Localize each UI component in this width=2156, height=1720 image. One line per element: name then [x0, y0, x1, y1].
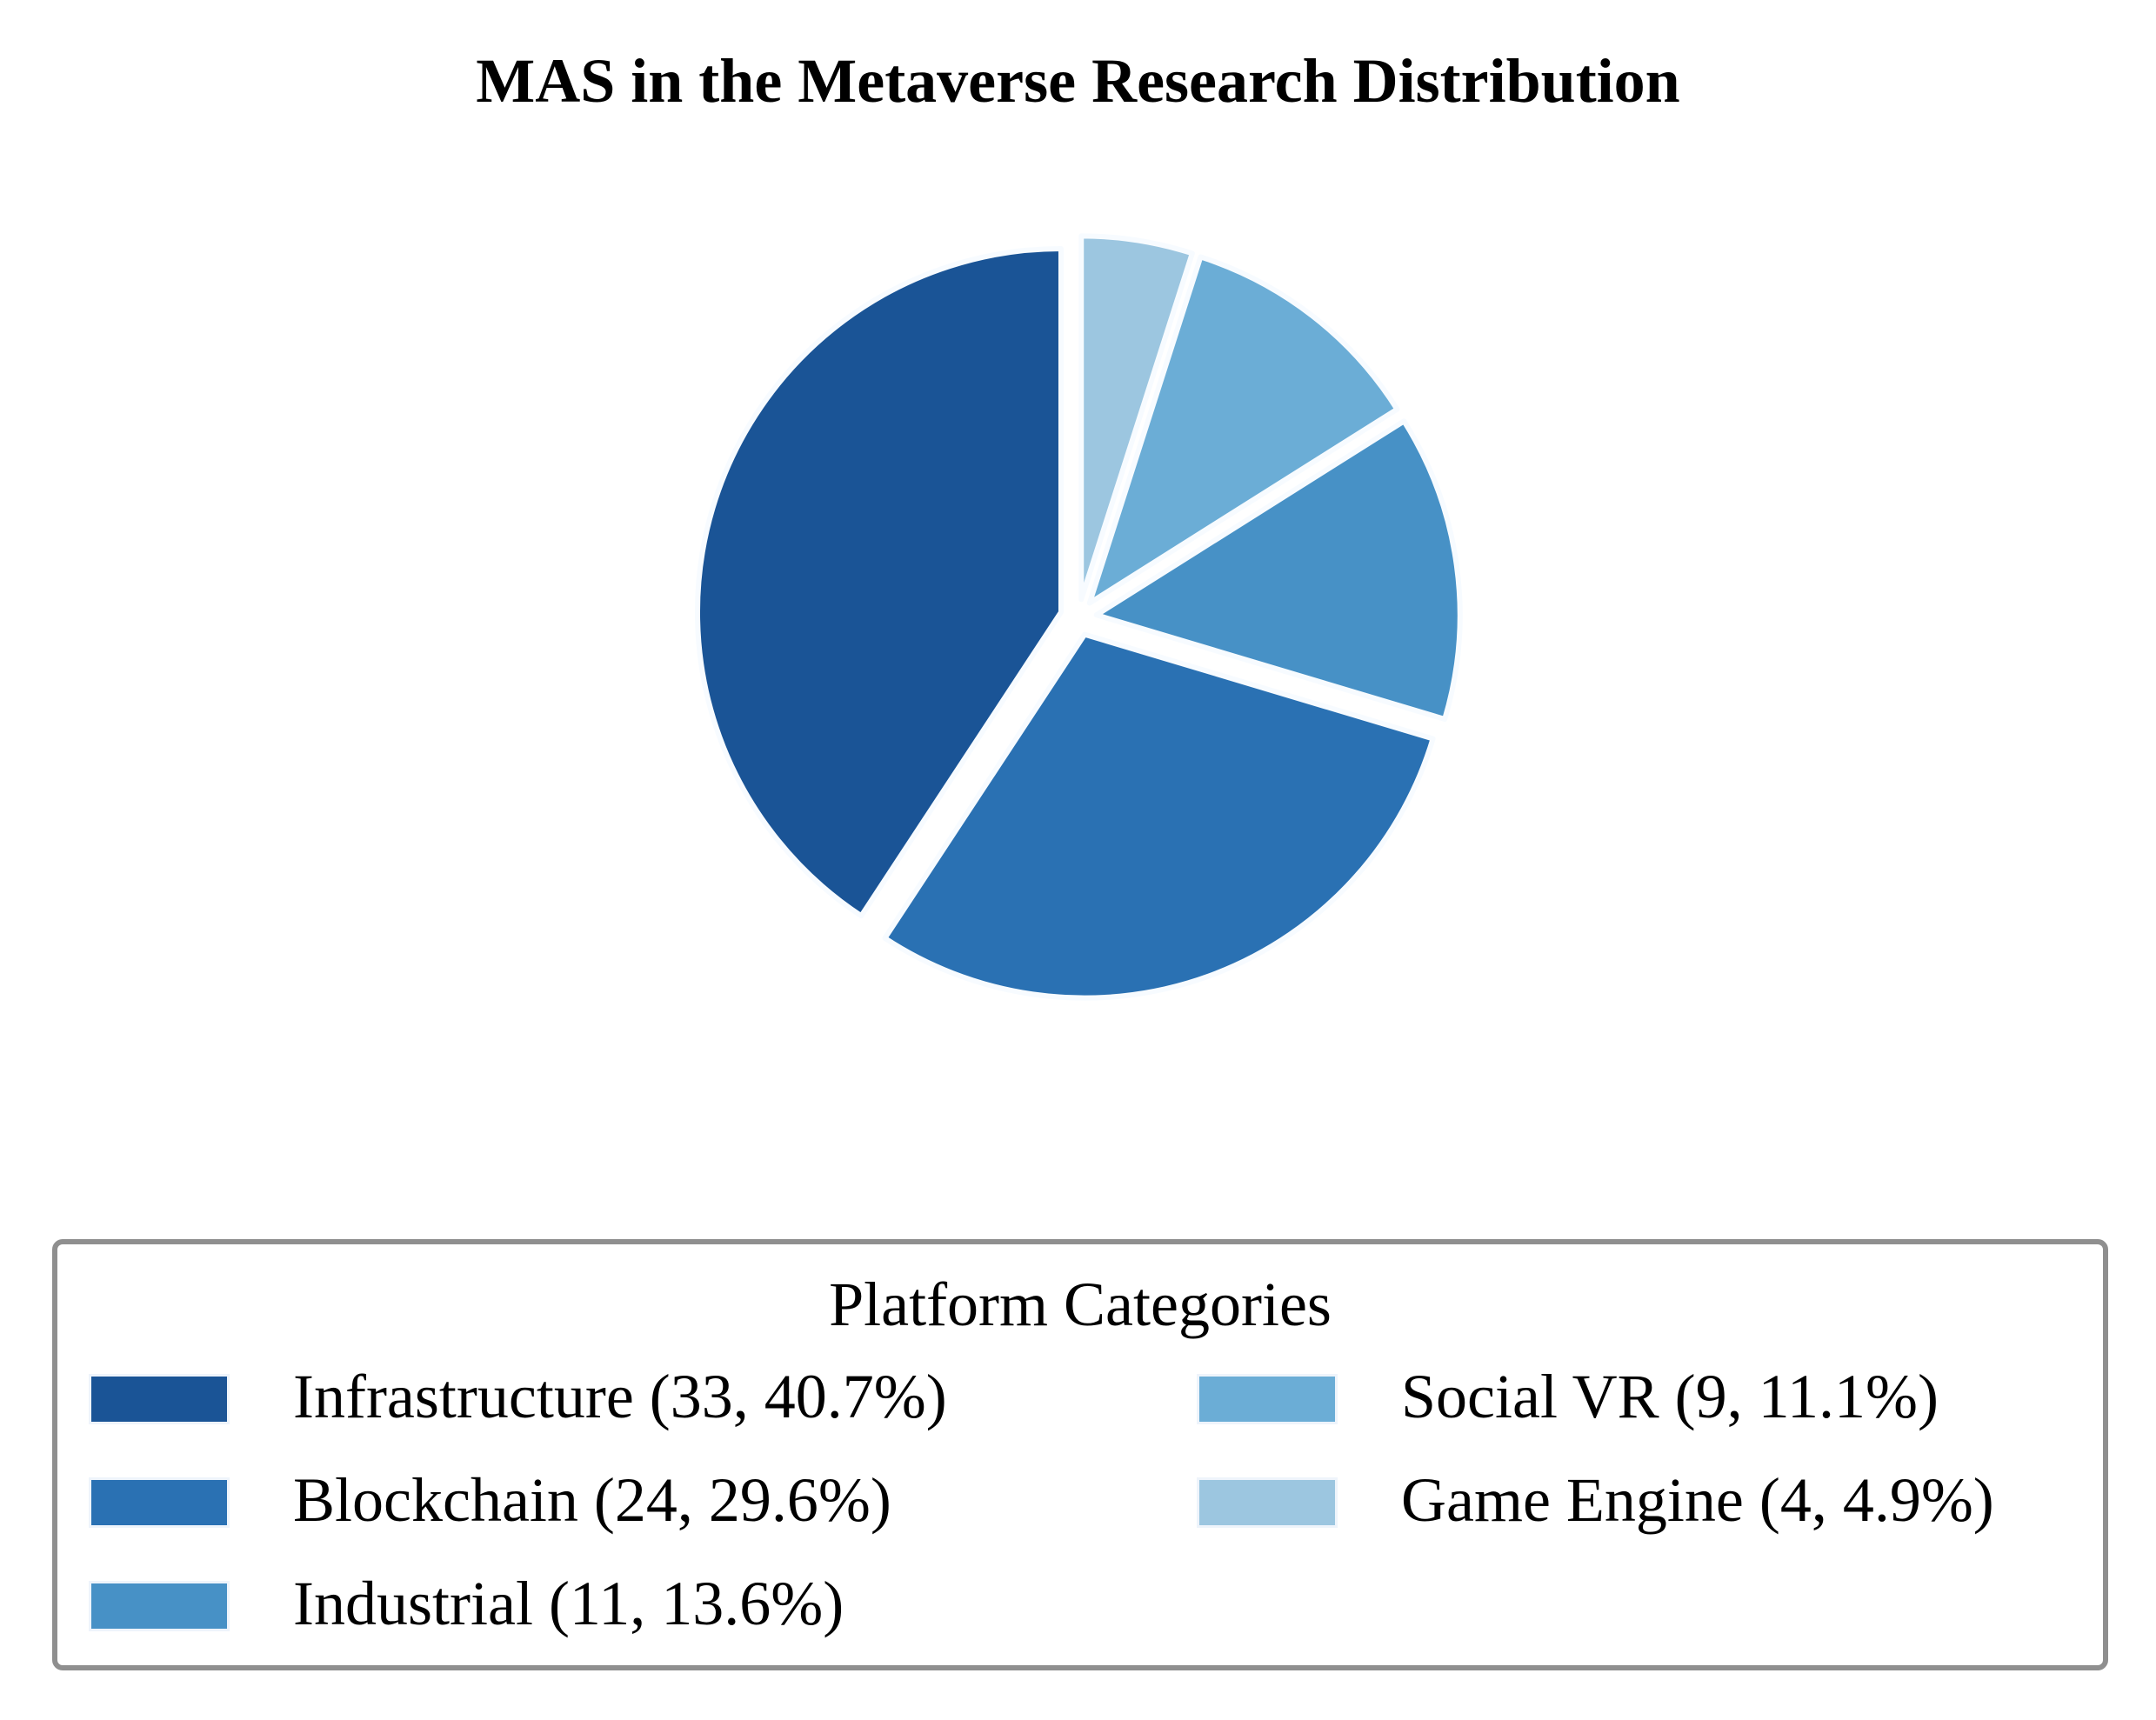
- legend-swatch-industrial: [89, 1581, 230, 1631]
- pie-slice-infrastructure: [695, 246, 1064, 919]
- pie-slice-industrial: [1093, 418, 1463, 723]
- pie-slice-game-engine: [1078, 233, 1195, 603]
- legend-label-game-engine: Game Engine (4, 4.9%): [1401, 1465, 1994, 1535]
- legend-swatch-social-vr: [1197, 1374, 1338, 1424]
- legend-title: Platform Categories: [829, 1270, 1332, 1339]
- legend-swatch-game-engine: [1197, 1477, 1338, 1528]
- pie-slices: [695, 233, 1463, 1001]
- legend-swatch-infrastructure: [89, 1374, 230, 1424]
- legend-swatch-blockchain: [89, 1477, 230, 1528]
- legend-label-social-vr: Social VR (9, 11.1%): [1401, 1362, 1939, 1431]
- legend-label-infrastructure: Infrastructure (33, 40.7%): [293, 1362, 947, 1431]
- chart-title: MAS in the Metaverse Research Distributi…: [476, 46, 1680, 116]
- pie-slice-blockchain: [882, 631, 1436, 1001]
- legend-label-blockchain: Blockchain (24, 29.6%): [293, 1465, 891, 1535]
- legend: Platform Categories Infrastructure (33, …: [52, 1239, 2108, 1670]
- legend-label-industrial: Industrial (11, 13.6%): [293, 1569, 844, 1638]
- pie-slice-social-vr: [1086, 254, 1400, 606]
